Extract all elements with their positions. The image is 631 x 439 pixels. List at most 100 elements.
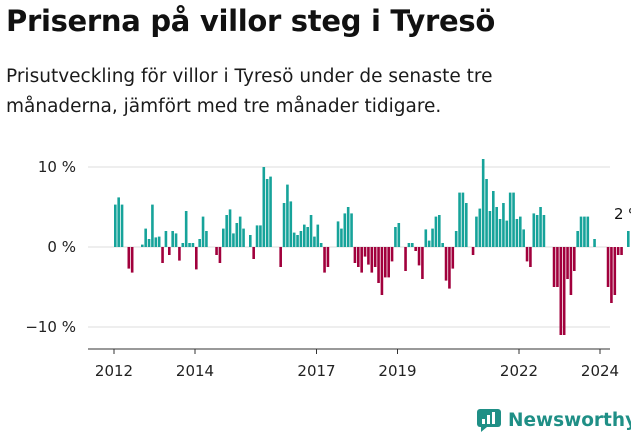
bar xyxy=(394,227,397,247)
bar xyxy=(340,228,343,247)
bar xyxy=(218,247,222,263)
bar xyxy=(417,247,421,266)
bar xyxy=(147,239,151,247)
bar xyxy=(373,247,377,267)
bar xyxy=(191,243,195,247)
bar xyxy=(532,213,536,247)
bar xyxy=(252,247,255,259)
bar xyxy=(434,216,438,247)
bar xyxy=(174,233,178,247)
chart-title: Priserna på villor steg i Tyresö xyxy=(6,4,495,38)
bar xyxy=(559,247,563,335)
bar xyxy=(249,235,252,247)
bar xyxy=(414,247,417,251)
y-tick-label: 10 % xyxy=(38,158,76,176)
bar xyxy=(552,247,556,287)
newsworthy-logo-icon xyxy=(477,409,501,432)
bar xyxy=(610,247,613,303)
bar xyxy=(303,224,306,247)
bar xyxy=(397,223,401,247)
bar xyxy=(363,247,367,257)
bar xyxy=(613,247,617,295)
bar xyxy=(515,219,519,247)
bar xyxy=(488,211,492,247)
bar xyxy=(529,247,532,267)
bar xyxy=(512,192,515,247)
bar xyxy=(161,247,164,263)
bar xyxy=(117,197,120,247)
bar xyxy=(542,215,546,247)
bar xyxy=(461,192,465,247)
bar xyxy=(475,216,478,247)
bar xyxy=(319,243,323,247)
bar xyxy=(525,247,529,262)
bar xyxy=(296,235,299,247)
axis-layer: −10 % 0 % 10 % 2012 2014 2017 2019 2022 2024 2 % xyxy=(25,158,631,380)
bar xyxy=(620,247,623,255)
bar xyxy=(235,223,239,247)
bar xyxy=(114,204,117,247)
bar xyxy=(495,207,498,247)
bars-layer xyxy=(114,159,630,335)
bar xyxy=(178,247,181,261)
bar xyxy=(265,179,269,247)
bar xyxy=(286,184,289,247)
bar xyxy=(164,231,168,247)
bar xyxy=(292,232,296,247)
bar xyxy=(309,215,313,247)
bar xyxy=(154,237,158,247)
bar xyxy=(508,192,512,247)
bar xyxy=(357,247,360,267)
x-tick-label: 2022 xyxy=(500,362,538,380)
bar xyxy=(195,247,198,270)
bar xyxy=(181,243,185,247)
bar xyxy=(421,247,424,279)
bar xyxy=(505,220,509,247)
bar xyxy=(424,229,428,247)
bar xyxy=(232,233,235,247)
bar xyxy=(478,208,482,247)
bar xyxy=(350,213,353,247)
chart-subtitle: Prisutveckling för villor i Tyresö under… xyxy=(6,66,493,117)
bar xyxy=(370,247,374,273)
bar xyxy=(556,247,559,287)
bar xyxy=(336,221,340,247)
bar xyxy=(367,247,370,265)
bar xyxy=(184,211,188,247)
bar xyxy=(407,243,411,247)
bar xyxy=(579,216,583,247)
bar xyxy=(539,207,542,247)
bar xyxy=(616,247,620,255)
bar xyxy=(130,247,134,273)
bar xyxy=(387,247,390,278)
bar xyxy=(451,247,455,269)
bar xyxy=(242,228,245,247)
bar xyxy=(228,209,232,247)
bar xyxy=(411,243,414,247)
brand-name: Newsworthy xyxy=(508,409,631,431)
bar xyxy=(171,231,174,247)
bar xyxy=(492,191,495,247)
bar xyxy=(198,239,201,247)
bar xyxy=(205,231,208,247)
bar xyxy=(573,247,576,271)
bar xyxy=(299,231,303,247)
bar xyxy=(255,225,259,247)
x-tick-label: 2014 xyxy=(176,362,214,380)
bar xyxy=(522,229,525,247)
bar xyxy=(502,203,505,247)
bar xyxy=(201,216,205,247)
bar xyxy=(519,216,522,247)
bar xyxy=(157,236,161,247)
bar xyxy=(289,201,293,247)
bar xyxy=(313,236,316,247)
bar xyxy=(238,216,242,247)
bar xyxy=(576,231,579,247)
bar xyxy=(569,247,573,295)
x-tick-label: 2017 xyxy=(297,362,335,380)
y-tick-label: 0 % xyxy=(47,238,76,256)
bar xyxy=(151,204,154,247)
bar xyxy=(485,179,488,247)
bar xyxy=(384,247,387,278)
bar xyxy=(269,176,272,247)
